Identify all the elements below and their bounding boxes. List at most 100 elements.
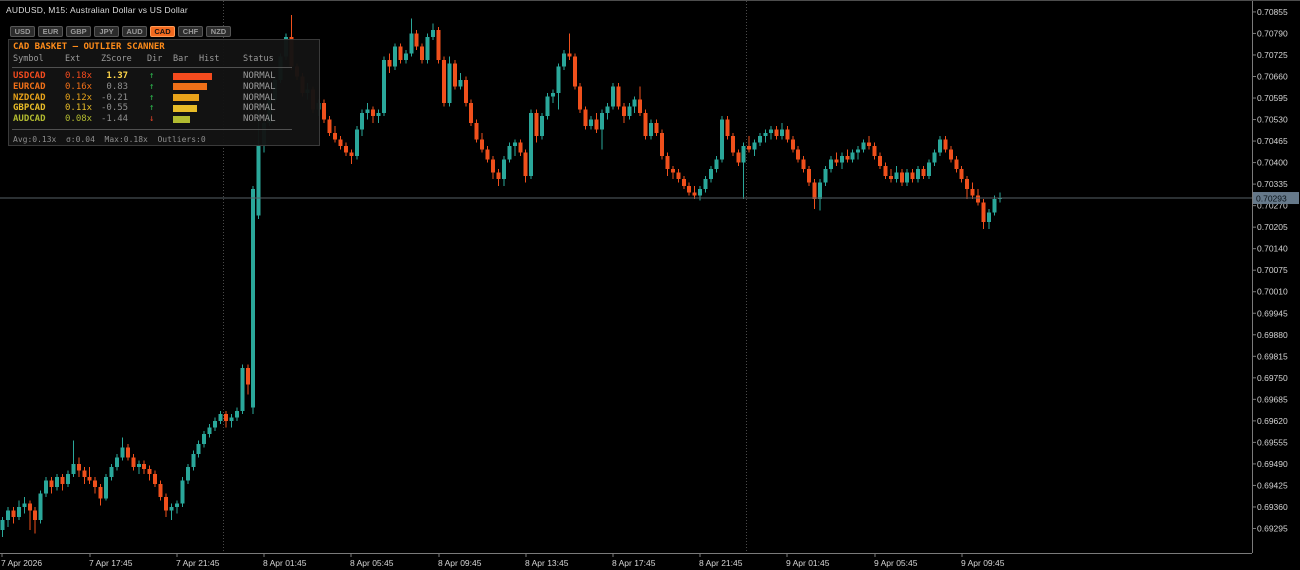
candle-body [981,202,986,223]
candle-body [136,463,141,468]
candle-body [943,139,948,150]
candle-body [202,434,207,445]
candle-body [529,112,534,176]
histogram-bar [173,72,212,80]
candle-body [463,79,468,103]
candle-body [420,46,425,60]
price-axis-label: 0.70010 [1257,287,1288,297]
column-header-ext: Ext [65,54,81,64]
chart-title: AUDUSD, M15: Australian Dollar vs US Dol… [6,5,188,15]
candle-body [572,56,577,87]
candle-body [703,179,708,190]
price-axis-label: 0.69360 [1257,502,1288,512]
candle-body [425,36,430,60]
candle-body [763,132,768,137]
column-header-symbol: Symbol [13,54,44,64]
tab-aud[interactable]: AUD [122,26,147,37]
arrow-up-icon: ↑ [149,103,155,114]
column-header-status: Status [243,54,274,64]
current-price-tag-label: 0.70293 [1256,194,1287,204]
candle-body [65,473,70,484]
candle-body [916,169,921,180]
candle-body [698,189,703,196]
candle-body [414,33,419,47]
time-axis-label: 8 Apr 09:45 [438,558,482,568]
price-axis-label: 0.69815 [1257,351,1288,361]
candle-body [714,159,719,170]
candle-body [725,119,730,137]
candle-body [447,63,452,103]
tab-jpy[interactable]: JPY [94,26,119,37]
candle-body [561,53,566,67]
candle-body [109,467,114,478]
tab-chf[interactable]: CHF [178,26,203,37]
candle-body [850,152,855,160]
candle-body [976,195,981,203]
candle-body [801,159,806,170]
candle-body [719,119,724,160]
candle-body [196,444,201,454]
candle-body [185,467,190,481]
price-axis-label: 0.70530 [1257,115,1288,125]
arrow-up-icon: ↑ [149,71,155,81]
price-axis-label: 0.70205 [1257,222,1288,232]
extension-value: 0.16x [65,81,93,92]
candle-body [986,212,991,223]
candle-body [992,199,997,213]
candle-body [670,169,675,173]
separator [12,129,292,130]
tab-gbp[interactable]: GBP [66,26,91,37]
tab-eur[interactable]: EUR [38,26,63,37]
status-badge: NORMAL [243,114,276,125]
candle-body [921,169,926,176]
candle-body [142,463,147,469]
price-axis-label: 0.70270 [1257,201,1288,211]
candle-body [169,506,174,511]
candle-body [360,112,365,130]
scanner-row-nzdcad: NZDCAD 0.12x -0.21 ↑ NORMAL [9,93,319,104]
column-header-bar: Bar [173,54,189,64]
tab-cad[interactable]: CAD [150,26,175,37]
candle-body [11,510,16,517]
price-axis-label: 0.70595 [1257,93,1288,103]
candle-body [327,119,332,133]
candle-body [785,129,790,140]
candle-body [180,480,185,504]
candle-body [709,169,713,180]
candle-body [480,139,485,150]
candle-body [867,142,872,147]
candle-body [392,46,397,67]
candle-body [638,99,643,113]
price-axis[interactable]: 0.70855 0.70790 0.70725 0.70660 0.70595 0.705… [1252,1,1299,553]
candle-body [98,487,103,499]
candle-body [839,155,844,163]
histogram-bar [173,104,197,112]
candle-body [649,122,654,137]
tab-nzd[interactable]: NZD [206,26,231,37]
price-axis-label: 0.70660 [1257,71,1288,81]
candle-body [948,149,953,160]
candle-body [354,129,359,156]
candle-body [82,470,87,478]
candle-body [888,175,893,180]
zscore-value: 1.37 [101,71,129,81]
candle-body [845,155,850,160]
price-axis-label: 0.70790 [1257,28,1288,38]
candle-body [153,473,158,484]
extension-value: 0.18x [65,71,93,81]
tab-usd[interactable]: USD [10,26,35,37]
candle-body [828,159,833,170]
arrow-up-icon: ↑ [149,81,155,92]
candle-body [452,63,457,87]
candle-body [398,46,403,60]
price-axis-label: 0.69425 [1257,480,1288,490]
candle-body [540,116,545,137]
scanner-title: CAD BASKET — OUTLIER SCANNER [13,42,165,52]
extension-value: 0.12x [65,92,93,103]
price-axis-label: 0.69750 [1257,373,1288,383]
candle-body [507,146,512,160]
time-axis[interactable]: 7 Apr 2026 7 Apr 17:45 7 Apr 21:45 8 Apr 01… [0,553,1252,568]
candle-body [44,480,49,494]
price-axis-label: 0.70140 [1257,244,1288,254]
